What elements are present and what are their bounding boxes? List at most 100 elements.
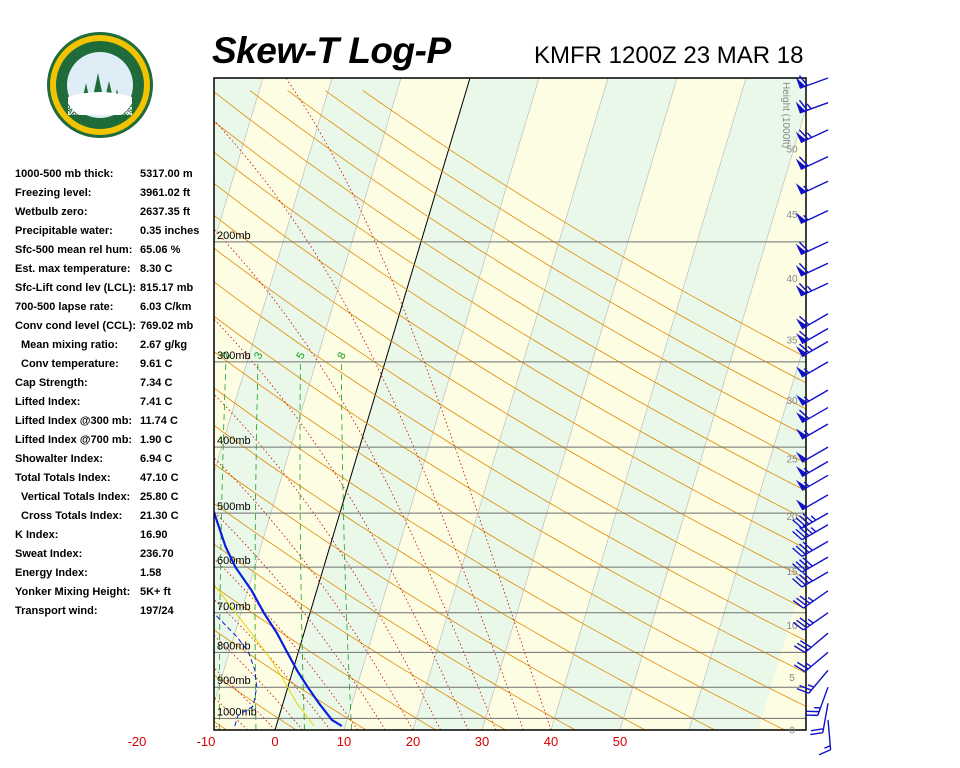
dry-adiabat xyxy=(0,91,17,730)
wind-barb xyxy=(792,556,829,573)
height-tick-label: 5 xyxy=(789,673,795,684)
stat-value: 6.03 C/km xyxy=(140,301,192,313)
stat-label: 700-500 lapse rate: xyxy=(15,301,114,313)
stat-value: 9.61 C xyxy=(140,358,173,370)
stat-row: Lifted Index @700 mb: 1.90 C xyxy=(15,434,215,453)
height-tick-label: 40 xyxy=(786,274,798,285)
wind-barb xyxy=(796,327,829,345)
wind-barb xyxy=(795,99,829,114)
pressure-label: 700mb xyxy=(217,601,251,613)
stat-label: K Index: xyxy=(15,529,59,541)
wind-barb xyxy=(795,75,829,89)
dry-adiabat xyxy=(249,90,806,437)
stat-value: 11.74 C xyxy=(140,415,178,427)
stat-label: Total Totals Index: xyxy=(15,472,111,484)
dry-adiabat xyxy=(214,424,716,730)
stat-row: Precipitable water: 0.35 inches xyxy=(15,225,215,244)
dry-adiabat xyxy=(214,91,806,464)
isotherm-line xyxy=(412,78,609,730)
stat-value: 8.30 C xyxy=(140,263,173,275)
x-tick-label: 0 xyxy=(271,734,278,749)
moist-adiabat xyxy=(214,696,248,730)
chart-title: Skew-T Log-P xyxy=(212,30,451,71)
stat-label: Yonker Mixing Height: xyxy=(15,586,131,598)
x-tick-label: 50 xyxy=(613,734,627,749)
isotherm-line xyxy=(343,78,540,730)
dry-adiabat xyxy=(214,502,576,730)
parcel-profile xyxy=(214,583,315,727)
pressure-label: 400mb xyxy=(217,435,251,447)
wind-barb xyxy=(796,423,829,440)
plot-area: 0.4 1 2 3 5 8200mb300mb400mb500mb600mb700mb80… xyxy=(0,78,806,730)
wind-barb xyxy=(792,540,829,557)
wind-barb xyxy=(795,241,829,256)
height-tick-label: 35 xyxy=(786,335,798,346)
plot-frame xyxy=(213,77,807,731)
mixing-ratio-line xyxy=(254,361,259,730)
stat-label: Cross Totals Index: xyxy=(21,510,123,522)
dry-adiabat xyxy=(214,281,806,642)
moist-adiabat xyxy=(214,724,221,730)
wind-barb xyxy=(795,210,829,224)
x-tick-label: 10 xyxy=(337,734,351,749)
mixing-ratio-line xyxy=(88,362,110,730)
stat-value: 5K+ ft xyxy=(140,586,171,598)
dry-adiabat xyxy=(214,387,785,730)
wind-barb xyxy=(793,651,829,673)
stat-row: Conv cond level (CCL): 769.02 mb xyxy=(15,320,215,339)
stat-label: Est. max temperature: xyxy=(15,263,131,275)
height-axis-label: Height (1000ft) xyxy=(780,82,791,148)
dry-adiabat xyxy=(214,121,806,492)
stat-row: Conv temperature: 9.61 C xyxy=(15,358,215,377)
stat-label: Conv temperature: xyxy=(21,358,119,370)
stat-value: 815.17 mb xyxy=(140,282,194,294)
height-tick-label: 25 xyxy=(786,455,798,466)
mixing-ratio-label: 5 xyxy=(294,350,307,361)
stat-value: 7.41 C xyxy=(140,396,173,408)
wind-barb xyxy=(796,669,829,694)
x-tick-label: 20 xyxy=(406,734,420,749)
stat-row: Lifted Index @300 mb: 11.74 C xyxy=(15,415,215,434)
dry-adiabat xyxy=(0,91,157,730)
stat-value: 25.80 C xyxy=(140,491,179,503)
stat-value: 2637.35 ft xyxy=(140,206,191,218)
wind-barb xyxy=(796,361,829,378)
isotherm-line xyxy=(0,78,56,730)
mixing-ratio-line xyxy=(299,361,305,730)
stat-row: Est. max temperature: 8.30 C xyxy=(15,263,215,282)
wind-barb xyxy=(796,494,829,511)
oregon-forestry-logo: OREGON DEPARTMENT OF FORESTRY xyxy=(47,32,153,138)
stat-row: K Index: 16.90 xyxy=(15,529,215,548)
dry-adiabat xyxy=(325,90,806,384)
stat-value: 65.06 % xyxy=(140,244,181,256)
stat-value: 769.02 mb xyxy=(140,320,194,332)
wind-barb xyxy=(792,571,829,588)
stat-label: Freezing level: xyxy=(15,187,92,199)
mixing-ratio-line xyxy=(160,362,174,730)
mixing-ratio-line xyxy=(218,361,227,730)
dry-adiabat xyxy=(0,91,87,730)
x-tick-label: -20 xyxy=(128,734,147,749)
dry-adiabat xyxy=(214,674,297,730)
stat-row: Cross Totals Index: 21.30 C xyxy=(15,510,215,529)
wind-barb xyxy=(792,512,829,529)
zero-isotherm xyxy=(274,78,471,730)
stat-label: Lifted Index @300 mb: xyxy=(15,415,133,427)
stat-row: Total Totals Index: 47.10 C xyxy=(15,472,215,491)
wind-barb xyxy=(792,524,829,541)
moist-adiabat xyxy=(0,249,165,730)
stat-value: 47.10 C xyxy=(140,472,179,484)
wind-barb xyxy=(792,590,829,609)
logo-top-text: OREGON xyxy=(77,40,122,55)
wind-barb xyxy=(795,129,829,144)
dry-adiabat xyxy=(214,351,806,707)
stat-row: Lifted Index: 7.41 C xyxy=(15,396,215,415)
pressure-label: 300mb xyxy=(217,350,251,362)
stat-row: Vertical Totals Index: 25.80 C xyxy=(15,491,215,510)
stat-row: Wetbulb zero: 2637.35 ft xyxy=(15,206,215,225)
wind-barb xyxy=(795,156,829,170)
stat-label: Showalter Index: xyxy=(15,453,104,465)
mixing-ratio-label: 8 xyxy=(335,350,348,361)
stat-value: 5317.00 m xyxy=(140,168,193,180)
